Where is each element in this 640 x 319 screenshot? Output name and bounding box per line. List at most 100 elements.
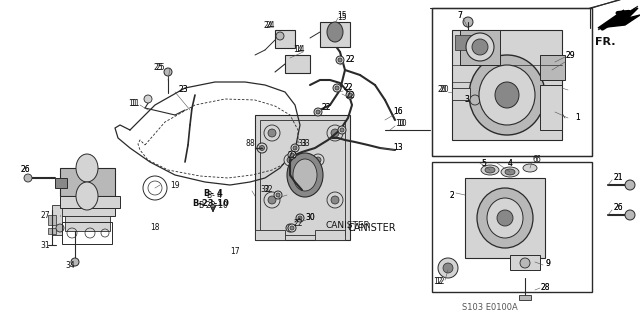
Text: 10: 10 [395, 120, 405, 129]
Ellipse shape [327, 22, 343, 42]
Text: 18: 18 [150, 224, 160, 233]
Text: 12: 12 [433, 278, 443, 286]
Circle shape [276, 32, 284, 40]
Text: 15: 15 [337, 13, 347, 23]
Text: 31: 31 [40, 241, 50, 249]
Circle shape [312, 154, 324, 166]
Bar [260, 120, 345, 235]
Bar [65, 216, 110, 231]
Text: 9: 9 [545, 258, 550, 268]
Text: 3: 3 [465, 95, 469, 105]
Circle shape [56, 224, 64, 232]
Circle shape [290, 226, 294, 230]
Bar [60, 208, 115, 216]
Circle shape [287, 157, 293, 163]
Bar [48, 228, 56, 234]
Text: 20: 20 [439, 85, 449, 94]
Bar [255, 230, 285, 240]
Ellipse shape [481, 165, 499, 175]
Bar [320, 22, 350, 47]
Text: 2: 2 [450, 190, 454, 199]
Bar [60, 196, 120, 208]
Text: 32: 32 [260, 186, 270, 195]
Bar [55, 178, 67, 188]
Polygon shape [598, 8, 640, 28]
Bar [432, 8, 592, 156]
Text: 7: 7 [458, 11, 463, 20]
Circle shape [314, 108, 322, 116]
Text: 26: 26 [20, 166, 30, 174]
Circle shape [24, 174, 32, 182]
Ellipse shape [76, 154, 98, 182]
Text: 32: 32 [263, 186, 273, 195]
Circle shape [288, 151, 296, 159]
Ellipse shape [495, 82, 519, 108]
Text: 30: 30 [305, 213, 315, 222]
Bar [452, 30, 562, 140]
Circle shape [333, 84, 341, 92]
Circle shape [520, 258, 530, 268]
Ellipse shape [501, 167, 519, 177]
Circle shape [290, 153, 294, 157]
Bar [255, 115, 350, 240]
Text: 27: 27 [40, 211, 50, 219]
Text: 23: 23 [178, 85, 188, 94]
Text: 2: 2 [450, 190, 454, 199]
Text: 1: 1 [575, 114, 580, 122]
Text: 30: 30 [305, 213, 315, 222]
Text: 10: 10 [397, 120, 407, 129]
Circle shape [288, 224, 296, 232]
Text: B- 4: B- 4 [207, 190, 223, 199]
Circle shape [346, 91, 354, 99]
Text: 24: 24 [263, 21, 273, 31]
Circle shape [268, 196, 276, 204]
Ellipse shape [487, 198, 523, 238]
Bar [452, 88, 470, 100]
Circle shape [276, 193, 280, 197]
Text: 25: 25 [153, 63, 163, 72]
Text: B-23-10: B-23-10 [193, 198, 229, 207]
Text: 28: 28 [540, 284, 550, 293]
Text: 13: 13 [393, 144, 403, 152]
Text: 9: 9 [545, 258, 550, 268]
Text: 23: 23 [178, 85, 188, 94]
Text: 33: 33 [297, 138, 307, 147]
Circle shape [348, 93, 352, 97]
Ellipse shape [497, 210, 513, 226]
Circle shape [274, 191, 282, 199]
Circle shape [144, 95, 152, 103]
Circle shape [470, 95, 480, 105]
Text: 26: 26 [613, 204, 623, 212]
Text: B- 4: B- 4 [204, 189, 222, 197]
Text: 4: 4 [508, 159, 513, 167]
Text: B-23-10: B-23-10 [198, 201, 228, 210]
Circle shape [331, 129, 339, 137]
Text: 7: 7 [458, 11, 463, 20]
Bar [432, 8, 592, 156]
Text: CANISTER: CANISTER [326, 220, 371, 229]
Text: 19: 19 [170, 181, 180, 189]
Bar [52, 205, 62, 235]
Ellipse shape [293, 159, 317, 191]
Circle shape [463, 17, 473, 27]
Text: 8: 8 [250, 138, 254, 147]
Circle shape [298, 216, 302, 220]
Text: 17: 17 [230, 248, 240, 256]
Text: 6: 6 [532, 155, 538, 165]
Bar [465, 178, 545, 258]
Text: CANISTER: CANISTER [348, 223, 397, 233]
Ellipse shape [469, 55, 545, 135]
Ellipse shape [472, 39, 488, 55]
Text: 5: 5 [481, 159, 486, 167]
Text: 29: 29 [565, 50, 575, 60]
Bar [455, 35, 477, 50]
Circle shape [296, 214, 304, 222]
Text: 20: 20 [437, 85, 447, 94]
Bar [315, 230, 345, 240]
Circle shape [327, 192, 343, 208]
Bar [275, 30, 295, 48]
Bar [540, 85, 562, 130]
Text: 22: 22 [343, 84, 353, 93]
Text: 26: 26 [613, 204, 623, 212]
Circle shape [71, 258, 79, 266]
